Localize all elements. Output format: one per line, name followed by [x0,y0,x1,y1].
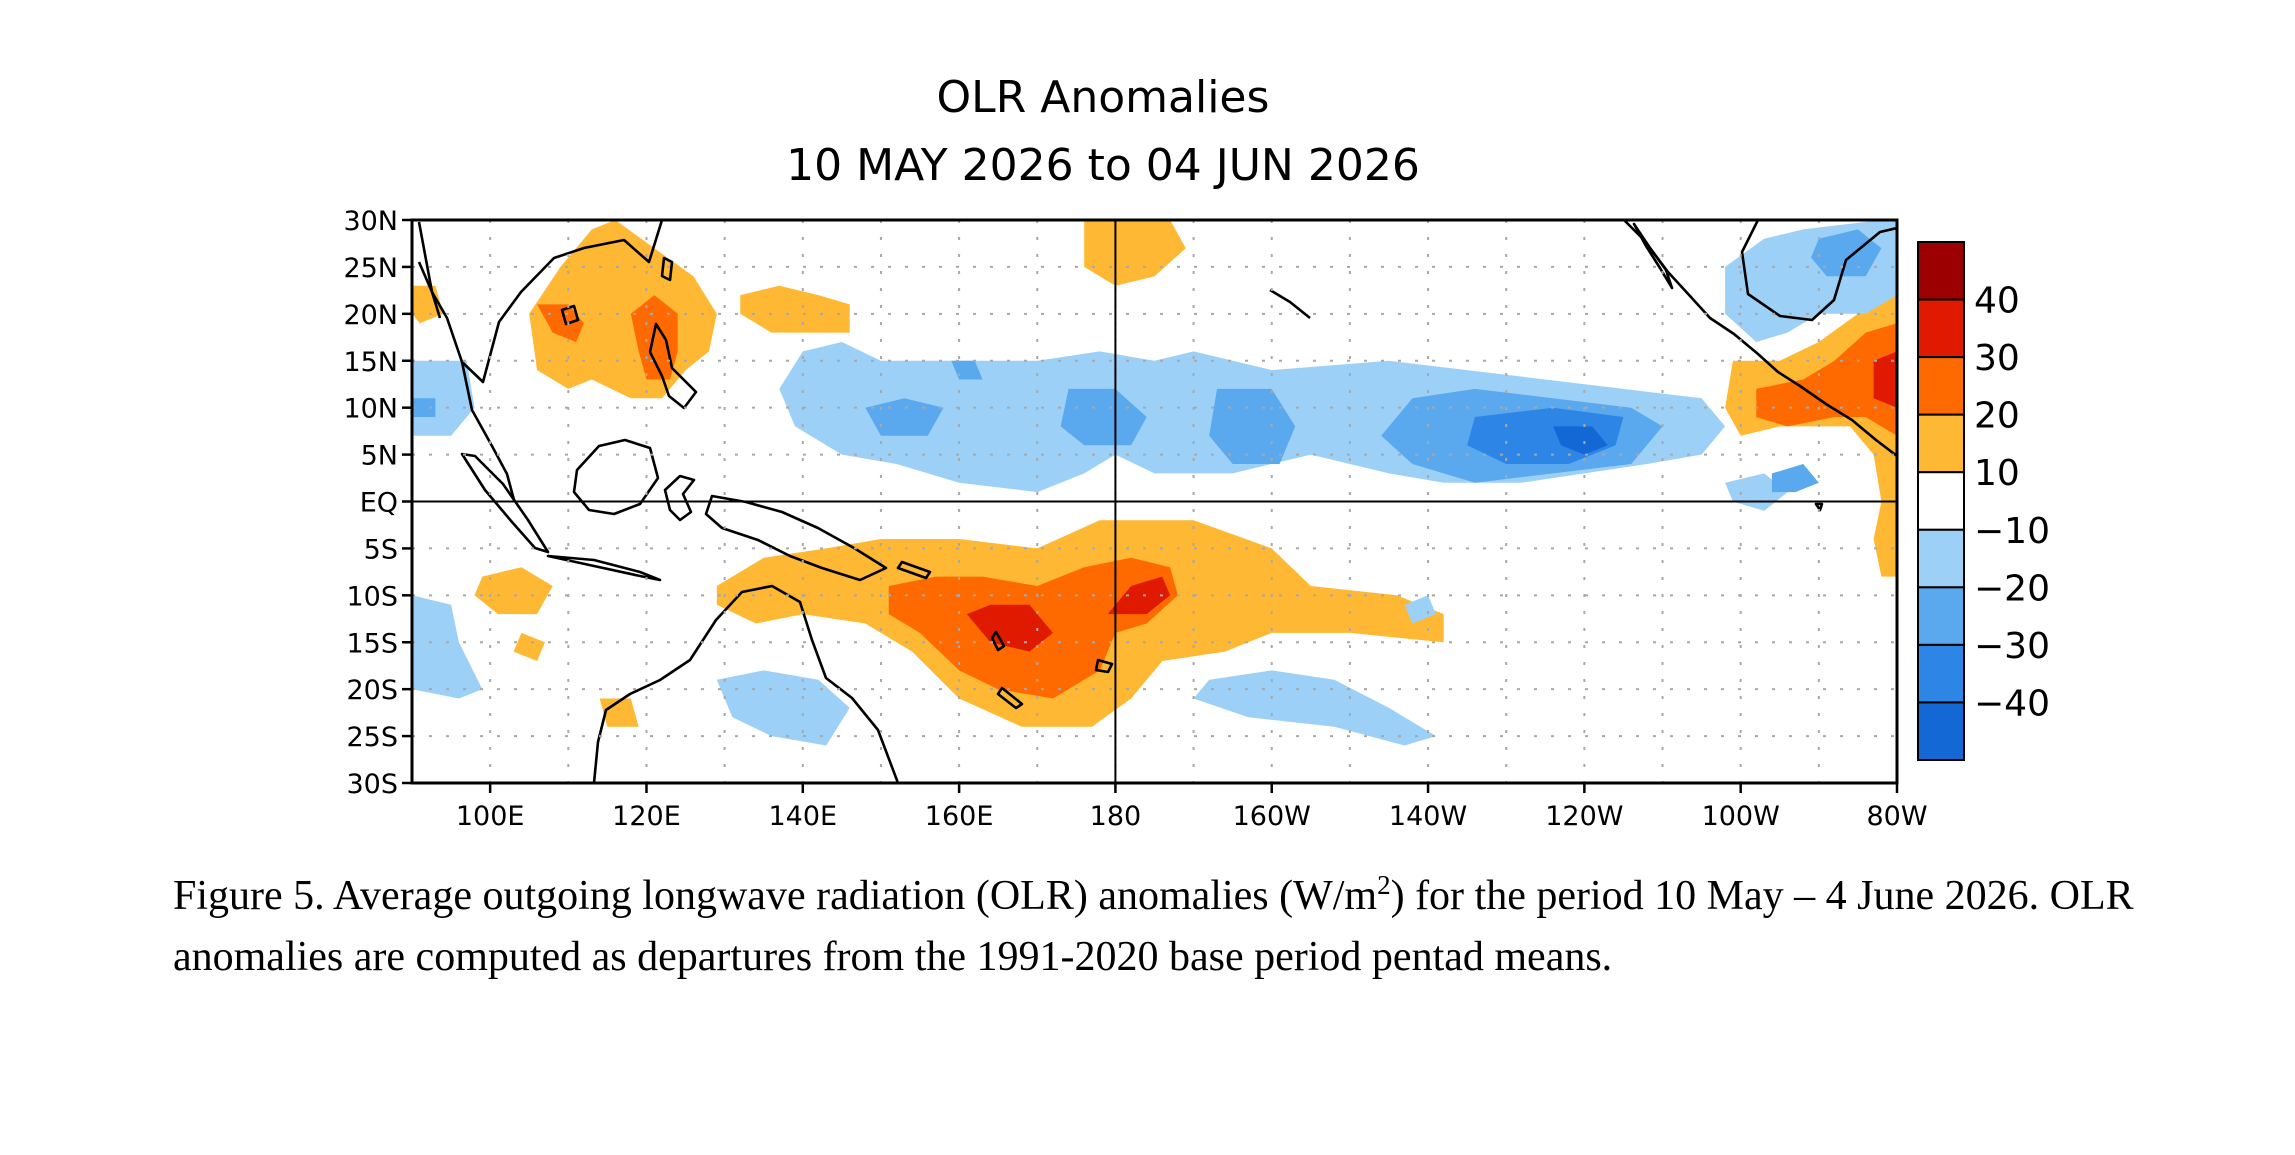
anomaly-region-18 [1060,388,1147,446]
lon-tick-label: 140W [1389,801,1467,832]
anomaly-region-15 [599,698,639,727]
anomaly-region-26 [412,595,483,699]
coast-vanuatu [990,630,1006,652]
coast-myanmar [417,261,442,319]
coast-gulf-of-mexico [1740,220,1897,322]
lat-tick-label: 20S [347,675,399,706]
anomaly-region-8 [1873,351,1897,408]
coast-new-guinea [704,494,888,582]
colorbar-label: 30 [1974,338,2020,379]
coast-hawaii [1269,288,1311,320]
lat-tick-label: 5S [364,534,398,565]
lon-tick-label: 160W [1233,801,1311,832]
map-date-range: 10 MAY 2026 to 04 JUN 2026 [786,140,1420,191]
colorbar-label: −40 [1974,683,2050,724]
lon-tick-label: 100W [1702,801,1780,832]
coastlines [417,220,1897,783]
lat-tick-label: 15S [347,628,399,659]
anomaly-region-4 [740,285,850,333]
colorbar-swatch [1917,471,1965,531]
anomaly-region-30 [1771,464,1819,493]
caption-text-start: Figure 5. Average outgoing longwave radi… [173,873,1378,919]
colorbar-label: −20 [1974,568,2050,609]
lon-tick-label: 100E [456,801,525,832]
lat-tick-label: 30S [347,769,399,800]
coast-australia [592,584,900,783]
lat-tick-label: 25N [343,253,398,284]
anomaly-region-5 [1084,220,1186,286]
anomaly-region-25 [412,398,436,417]
map-title: OLR Anomalies [937,72,1270,123]
colorbar-swatch [1917,528,1965,589]
anomaly-field [412,220,1897,746]
lon-tick-label: 160E [925,801,994,832]
longitude-axis: 100E 120E 140E 160E 180 160W 140W 120W 100W 80W [456,783,1928,832]
anomaly-region-33 [1404,595,1436,624]
colorbar-label: −30 [1974,626,2050,667]
reference-lines [412,220,1897,783]
coast-sulawesi [663,474,696,522]
coast-malay-peninsula [460,361,516,501]
figure-caption: Figure 5. Average outgoing longwave radi… [173,866,2173,988]
colorbar-label: 10 [1974,453,2020,494]
anomaly-region-3 [412,285,444,324]
anomaly-region-32 [1193,670,1436,746]
colorbar-swatch [1917,241,1965,301]
latitude-axis: 30N 25N 20N 15N 10N 5N EQ 5S 10S 15S 20S 25S 30S [343,206,412,800]
coast-new-caledonia [996,686,1024,710]
colorbar-swatch [1917,298,1965,359]
anomaly-region-31 [716,670,850,746]
colorbar-swatch [1917,586,1965,646]
lat-tick-label: 5N [361,441,398,472]
anomaly-region-28 [1811,229,1882,277]
map-panel: 30N 25N 20N 15N 10N 5N EQ 5S 10S 15S 20S 25S 30S 100… [343,206,1927,832]
coast-solomon [896,560,932,580]
colorbar-label: 40 [1974,281,2020,322]
coast-taiwan [660,256,674,282]
colorbar-swatch [1917,701,1965,762]
colorbar-swatch [1917,643,1965,704]
colorbar-label: 20 [1974,396,2020,437]
lon-tick-label: 180 [1090,801,1142,832]
anomaly-region-22 [1553,426,1608,455]
lat-tick-label: 25S [347,722,399,753]
lon-tick-label: 120W [1545,801,1623,832]
lon-tick-label: 120E [612,801,681,832]
lat-tick-label: 10N [343,394,398,425]
anomaly-region-24 [412,360,475,436]
anomaly-region-11 [966,604,1053,652]
anomaly-region-13 [474,567,553,615]
lon-tick-label: 80W [1866,801,1927,832]
colorbar-swatch [1917,413,1965,474]
colorbar: 40 30 20 10 −10 −20 −30 −40 [1917,241,2050,762]
coast-fiji [1094,658,1114,674]
coast-baja [1632,222,1674,290]
caption-superscript: 2 [1377,870,1391,900]
coast-galapagos [1814,502,1824,512]
coast-asia [417,220,664,384]
caption-text-end: ) for the period 10 May – 4 June 2026. O… [173,873,2134,980]
anomaly-region-14 [513,632,545,661]
anomaly-region-12 [1107,576,1171,615]
lat-tick-label: 15N [343,347,398,378]
lat-tick-label: 20N [343,300,398,331]
coast-hainan [560,304,580,326]
lon-tick-label: 140E [768,801,837,832]
colorbar-swatch [1917,356,1965,416]
coast-philippines [648,322,698,410]
lat-tick-label: 10S [347,581,399,612]
lat-tick-label: EQ [360,488,398,519]
lat-tick-label: 30N [343,206,398,237]
colorbar-label: −10 [1974,511,2050,552]
coast-java [546,554,662,582]
